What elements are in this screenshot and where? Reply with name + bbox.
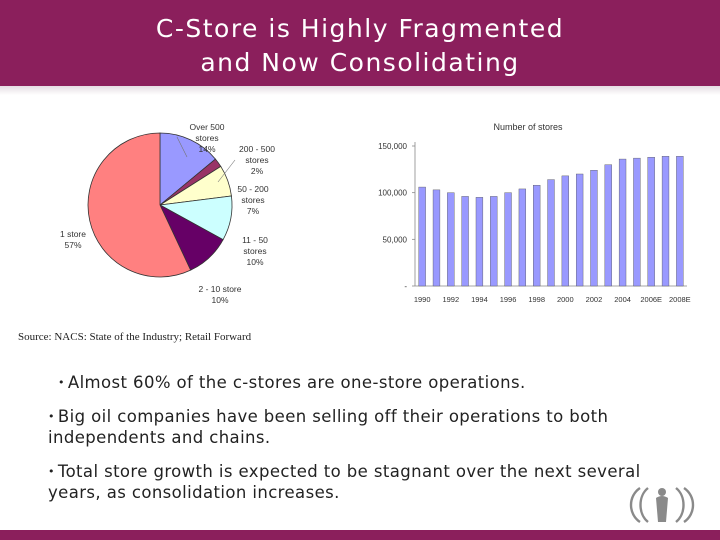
pie-chart: Over 500 stores 14% 200 - 500 stores 2% 50 - 2… xyxy=(60,122,275,305)
company-logo-icon xyxy=(629,487,695,523)
bar xyxy=(418,186,426,287)
x-tick-label: 2000 xyxy=(557,295,574,304)
bar xyxy=(604,164,612,287)
bar xyxy=(647,157,655,287)
bullet-dot: • xyxy=(48,465,55,478)
pie-slice-label: 11 - 50 stores 10% xyxy=(242,235,268,267)
x-tick-label: 2002 xyxy=(586,295,603,304)
bar-chart: Number of stores150,000100,00050,000-199… xyxy=(378,122,691,304)
x-tick-label: 1992 xyxy=(442,295,459,304)
bullet-text: Almost 60% of the c-stores are one-store… xyxy=(67,373,526,392)
bar xyxy=(447,192,455,287)
x-tick-label: 1994 xyxy=(471,295,488,304)
bullet-text: Total store growth is expected to be sta… xyxy=(48,462,641,502)
bullet-item: • Almost 60% of the c-stores are one-stor… xyxy=(48,372,698,393)
bar xyxy=(547,179,555,287)
source-note: Source: NACS: State of the Industry; Ret… xyxy=(18,331,252,343)
slide-title-line1: C-Store is Highly Fragmented xyxy=(155,14,565,43)
pie-slice xyxy=(87,132,192,278)
title-bar: C-Store is Highly Fragmented and Now Con… xyxy=(0,0,720,86)
bar xyxy=(504,192,512,287)
pie-slice-label: 1 store 57% xyxy=(60,229,86,250)
y-tick-label: 50,000 xyxy=(383,235,408,244)
bullet-text: Big oil companies have been selling off … xyxy=(48,407,609,447)
x-tick-label: 1990 xyxy=(414,295,431,304)
bar xyxy=(661,156,670,287)
bar-chart-title: Number of stores xyxy=(493,122,563,132)
x-tick-label: 1998 xyxy=(528,295,545,304)
bullet-list: • Almost 60% of the c-stores are one-stor… xyxy=(48,372,698,516)
x-tick-label: 2006E xyxy=(640,295,662,304)
y-tick-label: 100,000 xyxy=(378,189,407,198)
slide-title-line2: and Now Consolidating xyxy=(200,48,520,77)
bar xyxy=(676,156,684,287)
pie-slice-label: 50 - 200 stores 7% xyxy=(237,184,268,216)
pie-slice-label: 2 - 10 store 10% xyxy=(199,284,242,305)
bar xyxy=(575,173,584,287)
pie-slice-label: Over 500 stores 14% xyxy=(190,122,225,154)
y-tick-label: - xyxy=(404,282,407,291)
bullet-dot: • xyxy=(48,410,55,423)
bar xyxy=(633,157,641,287)
title-underline xyxy=(0,86,720,95)
bar xyxy=(561,175,569,287)
bullet-item: • Big oil companies have been selling off… xyxy=(48,406,698,448)
pie-leader-line xyxy=(176,136,188,158)
bullet-item: • Total store growth is expected to be st… xyxy=(48,461,698,503)
bottom-bar xyxy=(0,530,720,540)
bar xyxy=(490,196,498,287)
x-tick-label: 1996 xyxy=(500,295,517,304)
bar xyxy=(461,196,469,287)
bullet-dot: • xyxy=(58,376,65,389)
pie-leader-line xyxy=(217,159,236,183)
bar xyxy=(590,170,598,287)
bar xyxy=(533,184,541,287)
x-tick-label: 2008E xyxy=(669,295,691,304)
bar xyxy=(618,158,627,287)
x-tick-label: 2004 xyxy=(614,295,631,304)
y-tick-label: 150,000 xyxy=(378,142,407,151)
bar xyxy=(475,197,484,287)
bar xyxy=(518,188,527,287)
pie-slice-label: 200 - 500 stores 2% xyxy=(239,144,275,176)
pie-slice xyxy=(159,132,217,206)
bar xyxy=(432,189,441,287)
